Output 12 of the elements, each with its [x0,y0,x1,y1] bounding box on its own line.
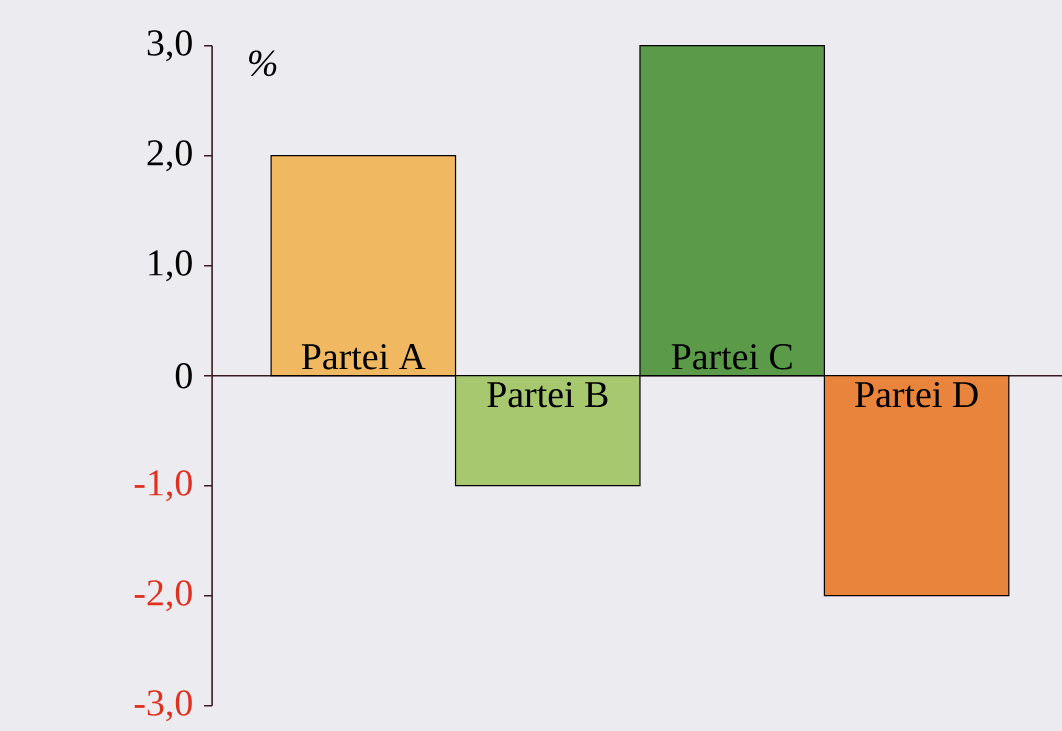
x-tick-label: Partei D [855,381,978,408]
y-tick-label: -3,0 [134,690,192,722]
y-tick-label: -1,0 [134,470,192,502]
y-tick-label: 1,0 [149,250,192,282]
x-tick-label: Partei C [671,344,792,370]
x-tick-label: Partei A [301,344,426,370]
y-axis-title: % [249,50,277,77]
x-tick-label: Partei B [487,381,608,408]
y-tick-label: 2,0 [147,140,192,172]
y-tick-label: 3,0 [147,30,192,62]
y-tick-label: -2,0 [134,580,192,612]
y-tick-label: 0 [175,362,192,389]
